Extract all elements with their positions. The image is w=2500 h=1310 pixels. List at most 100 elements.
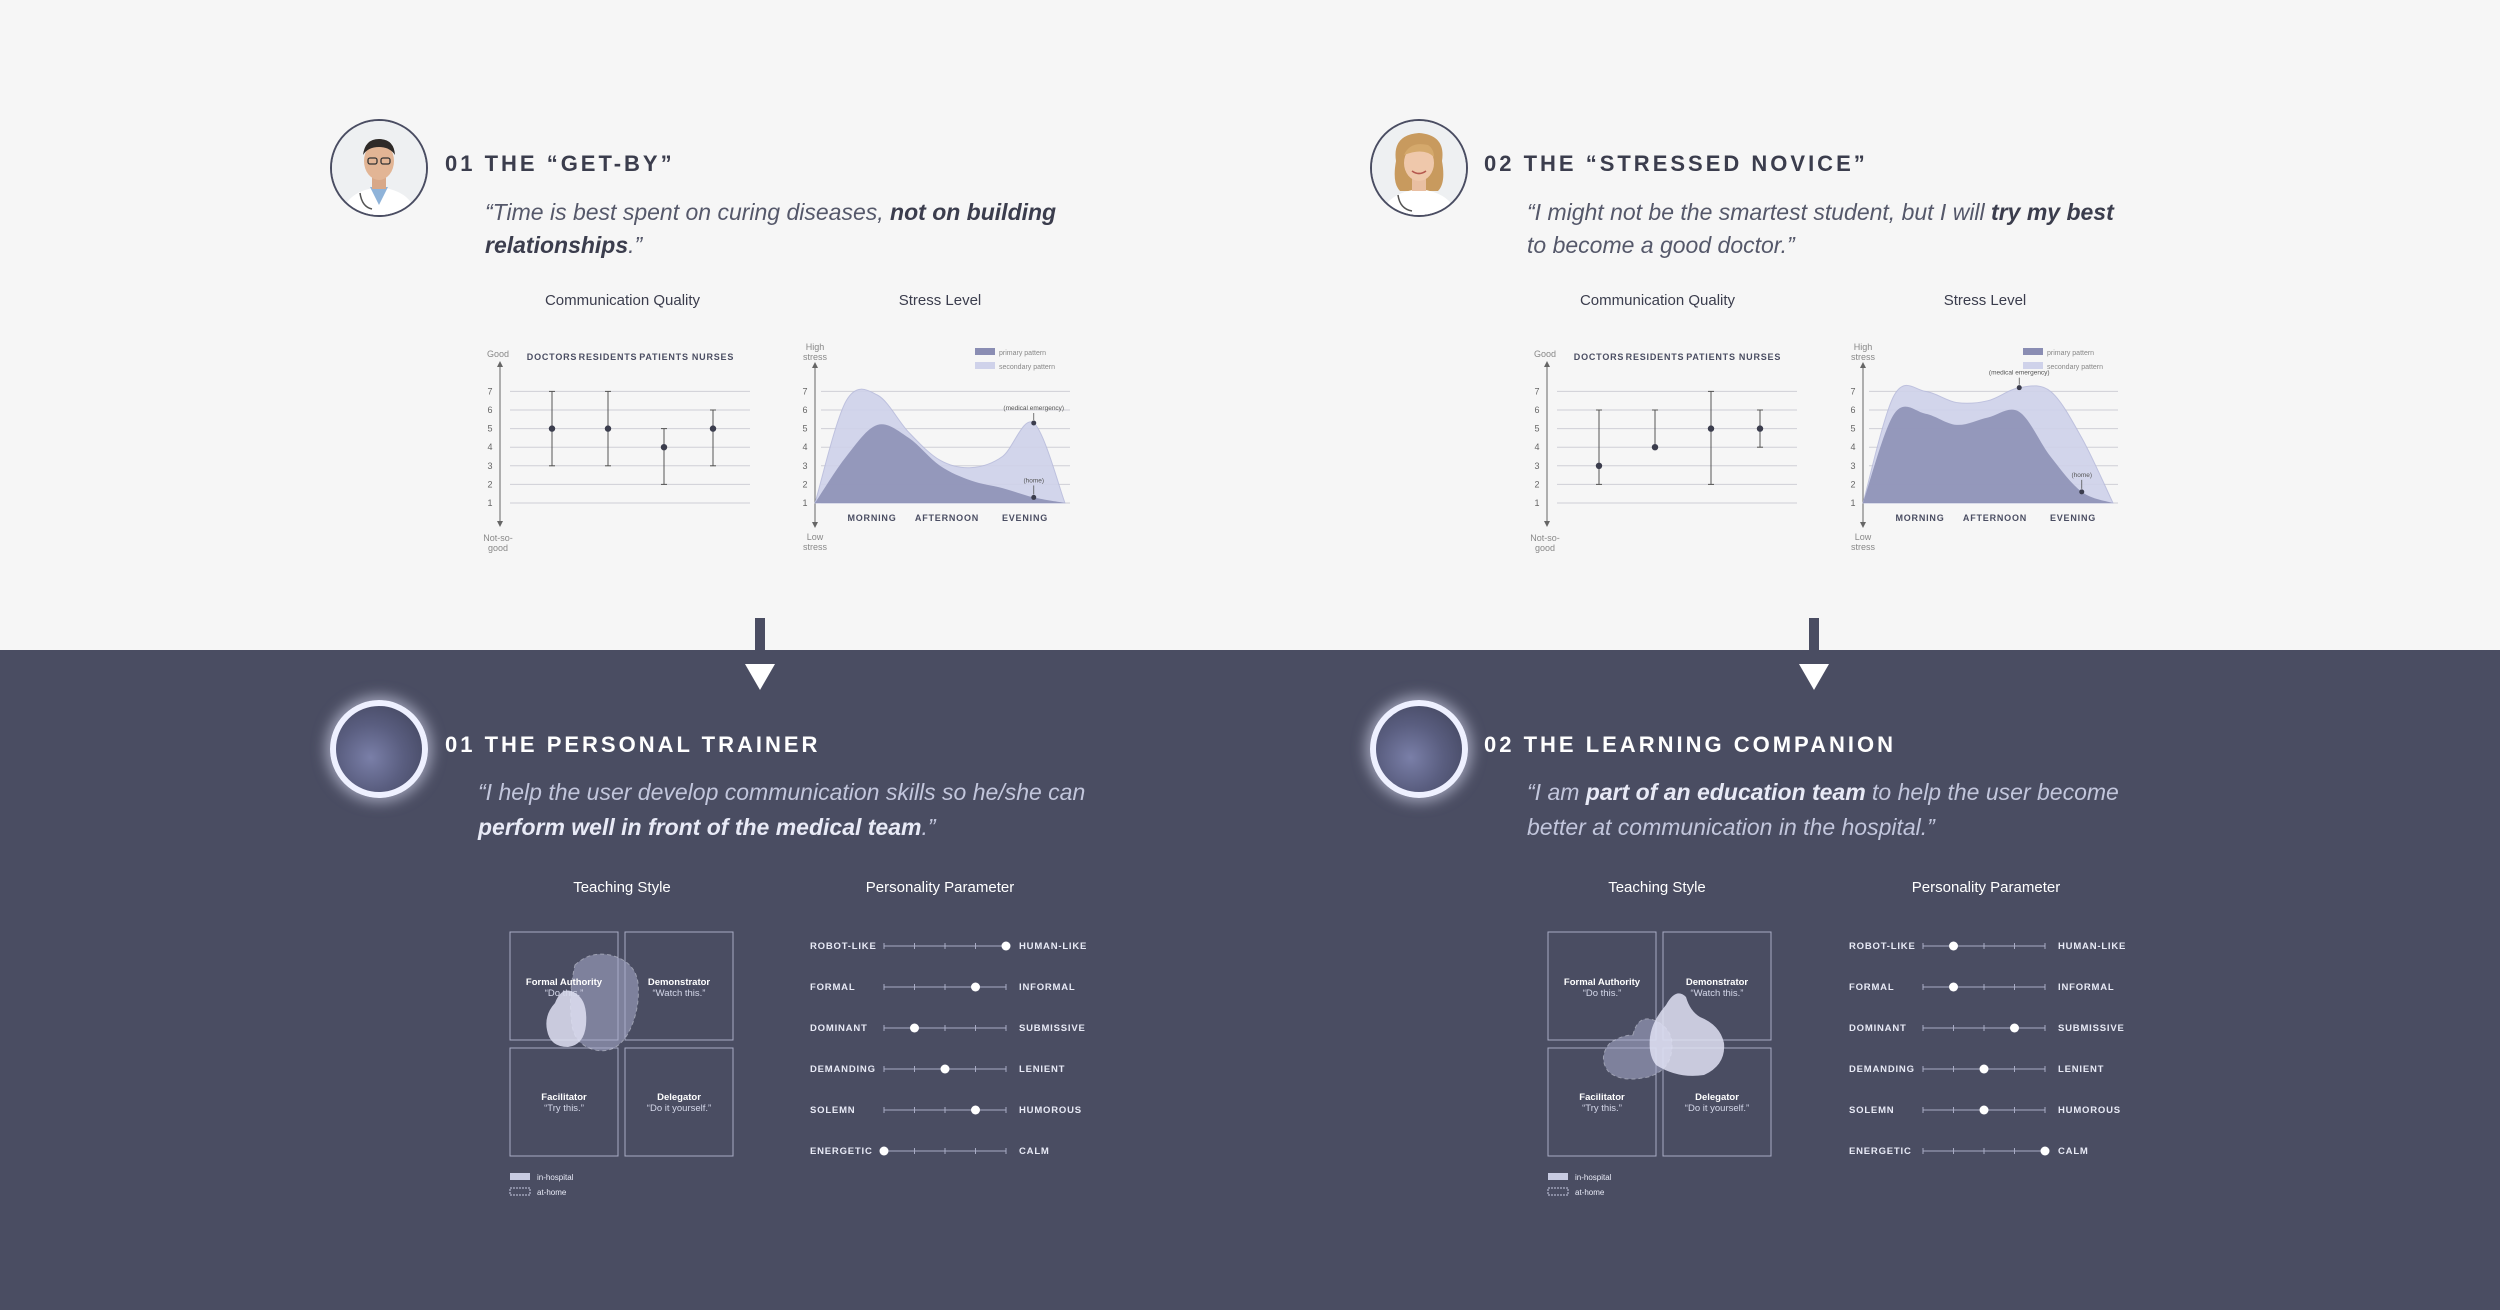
axis-bottom-label: good [1535,543,1555,553]
legend-swatch-secondary [2023,362,2043,369]
problem-section [0,0,2500,650]
category-label: EVENING [1002,513,1048,523]
at-home-region [570,953,639,1052]
agent-2-teaching-grid: Formal Authority“Do this.” Demonstrator“W… [1547,931,1772,1197]
slider-knob [971,1105,980,1115]
slider-left-label: DOMINANT [1849,1023,1907,1034]
teaching-cell-quote: “Try this.” [544,1103,584,1114]
y-tick-label: 2 [487,479,492,489]
persona-2-comm-title: Communication Quality [1579,292,1736,309]
teaching-cell-quote: “Watch this.” [653,988,706,999]
axis-bottom-label: Not-so- [483,533,513,543]
persona-2-quote: “I might not be the smartest student, bu… [1527,196,2127,262]
y-tick-label: 7 [802,386,807,396]
teaching-cell-quote: “Do this.” [1583,988,1622,999]
axis-bottom-label: good [488,543,508,553]
agent-1-quote: “I help the user develop communication s… [478,775,1128,845]
slider-right-label: HUMAN-LIKE [1019,941,1087,952]
persona-2-quote-post: to become a good doctor.” [1527,232,1795,258]
y-tick-label: 6 [802,405,807,415]
persona-1-title: 01 THE “GET-BY” [445,151,675,176]
y-tick-label: 1 [487,498,492,508]
agent-2-quote: “I am part of an education team to help … [1527,775,2157,845]
legend-label: primary pattern [2047,350,2094,357]
down-arrow-icon [1799,618,1829,690]
category-label: EVENING [2050,513,2096,523]
axis-arrow-down [1544,521,1550,527]
y-tick-label: 5 [802,424,807,434]
y-tick-label: 7 [487,386,492,396]
slider-right-label: HUMOROUS [2058,1105,2121,1116]
agent-1-quote-bold: perform well in front of the medical tea… [478,814,922,840]
legend-label: at-home [1575,1188,1605,1197]
slider-left-label: ROBOT-LIKE [1849,941,1916,952]
avatar-male-doctor [330,119,428,217]
slider-left-label: SOLEMN [1849,1105,1894,1116]
y-tick-label: 1 [1534,498,1539,508]
slider-knob [1949,982,1958,992]
persona-2-stress-title: Stress Level [1943,292,2027,309]
y-tick-label: 2 [1534,479,1539,489]
teaching-cell-quote: “Watch this.” [1691,988,1744,999]
y-tick-label: 4 [1850,442,1855,452]
axis-arrow-down [812,522,818,528]
y-tick-label: 3 [802,461,807,471]
slider-knob [971,982,980,992]
teaching-cell [1547,1047,1657,1157]
legend-swatch-primary [2023,348,2043,355]
agent-orb-icon [330,700,428,798]
category-label: PATIENTS [639,352,689,362]
legend-label: primary pattern [999,350,1046,357]
legend-swatch-secondary [975,362,995,369]
y-tick-label: 3 [1850,461,1855,471]
data-point [709,425,717,432]
legend-label: secondary pattern [999,364,1055,371]
legend-swatch-at-home [1547,1187,1569,1196]
teaching-cell-label: Demonstrator [648,977,711,988]
persona-1-quote-pre: “Time is best spent on curing diseases, [485,199,891,225]
category-label: MORNING [1895,513,1944,523]
agent-1-quote-post: .” [921,814,936,840]
y-tick-label: 2 [1850,479,1855,489]
axis-bottom-label: Low [1855,532,1872,542]
axis-bottom-label: Not-so- [1530,533,1560,543]
category-label: DOCTORS [1574,352,1624,362]
y-tick-label: 6 [1534,405,1539,415]
slider-right-label: HUMAN-LIKE [2058,941,2126,952]
axis-arrow-down [1860,522,1866,528]
y-tick-label: 5 [1534,424,1539,434]
persona-1-comm-chart: Good Not-so-good 1 2 3 4 5 6 7 DOCTORS RESIDENTS PA… [483,349,750,553]
teaching-cell-label: Delegator [1695,1092,1739,1103]
teaching-cell-label: Formal Authority [526,977,603,988]
axis-bottom-label: Low [807,532,824,542]
category-label: MORNING [847,513,896,523]
axis-arrow-up [497,361,503,367]
persona-1-quote-post: .” [628,232,643,258]
axis-arrow-down [497,521,503,527]
slider-left-label: ROBOT-LIKE [810,941,877,952]
axis-top-label: stress [803,352,828,362]
y-tick-label: 2 [802,479,807,489]
teaching-cell-quote: “Do this.” [545,988,584,999]
teaching-cell-label: Facilitator [1579,1092,1625,1103]
in-hospital-region [546,990,587,1047]
agent-1-teaching-title: Teaching Style [573,879,671,896]
data-point [1651,444,1659,451]
annotation-point [2079,489,2085,495]
agent-1-teaching-grid: Formal Authority“Do this.” Demonstrator“W… [509,931,734,1197]
axis-arrow-up [812,362,818,368]
teaching-cell-label: Demonstrator [1686,977,1749,988]
axis-top-label: Good [487,349,509,359]
slider-left-label: SOLEMN [810,1105,855,1116]
persona-1-stress-title: Stress Level [898,292,982,309]
axis-arrow-up [1544,361,1550,367]
persona-1-quote: “Time is best spent on curing diseases, … [485,196,1085,262]
data-point [1707,425,1715,432]
legend-swatch-at-home [509,1187,531,1196]
legend-label: in-hospital [537,1173,574,1182]
slider-knob [1949,941,1958,951]
legend-swatch-in-hospital [1548,1173,1568,1180]
annotation-point [1031,420,1037,426]
y-tick-label: 4 [487,442,492,452]
